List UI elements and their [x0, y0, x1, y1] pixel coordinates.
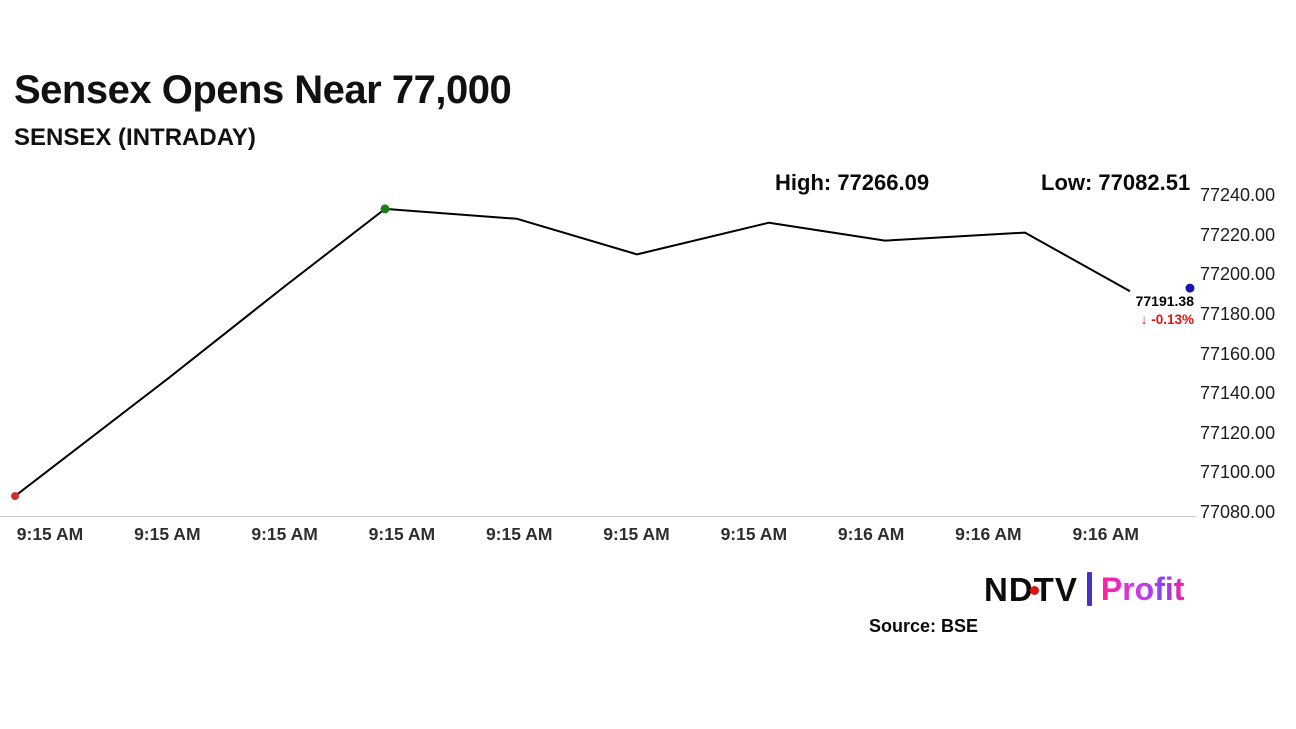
y-axis-tick-label: 77220.00: [1200, 224, 1276, 245]
x-axis-tick-label: 9:15 AM: [368, 524, 436, 544]
y-axis-tick-label: 77240.00: [1200, 185, 1276, 205]
y-axis-tick-label: 77180.00: [1200, 303, 1276, 324]
price-line: [14, 207, 1131, 497]
x-axis-tick-label: 9:15 AM: [720, 524, 788, 544]
change-percent: ↓ -0.13%: [1112, 312, 1194, 328]
y-axis: 77240.00 77220.00 77200.00 77180.00 77160.00…: [1200, 0, 1296, 729]
y-axis-tick-label: 77160.00: [1200, 343, 1276, 364]
x-axis: 9:15 AM 9:15 AM 9:15 AM 9:15 AM 9:15 AM 9:15 …: [0, 524, 1296, 548]
x-axis-tick-label: 9:16 AM: [955, 524, 1022, 544]
profit-wordmark: Profit: [1100, 571, 1185, 607]
down-arrow-icon: ↓: [1140, 312, 1148, 328]
change-percent-value: -0.13%: [1151, 312, 1194, 328]
open-marker: [11, 492, 19, 501]
x-axis-tick-label: 9:15 AM: [16, 524, 84, 544]
logo-separator-bar: [1086, 572, 1092, 606]
chart-subtitle: SENSEX (INTRADAY): [14, 124, 256, 151]
y-axis-tick-label: 77120.00: [1200, 422, 1276, 443]
y-axis-tick-label: 77080.00: [1200, 502, 1276, 522]
y-axis-tick-label: 77200.00: [1200, 264, 1276, 285]
peak-marker: [380, 204, 390, 214]
last-price-annotation: 77191.38 ↓ -0.13%: [1112, 293, 1194, 328]
x-axis-tick-label: 9:15 AM: [485, 524, 553, 544]
high-stat: High: 77266.09: [775, 170, 930, 195]
y-axis-tick-label: 77140.00: [1200, 383, 1276, 404]
y-axis-tick-label: 77100.00: [1200, 462, 1276, 483]
ndtv-profit-logo: NDTV Profit: [984, 572, 1184, 606]
source-attribution: Source: BSE: [869, 616, 979, 636]
x-axis-tick-label: 9:15 AM: [134, 524, 201, 544]
x-axis-tick-label: 9:15 AM: [603, 524, 670, 544]
x-axis-tick-label: 9:16 AM: [1072, 524, 1139, 544]
x-axis-line: [0, 516, 1196, 517]
ndtv-red-dot-icon: [1030, 585, 1039, 595]
x-axis-tick-label: 9:15 AM: [251, 524, 318, 544]
x-axis-tick-label: 9:16 AM: [837, 524, 905, 544]
last-marker: [1185, 283, 1195, 293]
low-stat: Low: 77082.51: [1041, 170, 1191, 195]
page-title: Sensex Opens Near 77,000: [14, 68, 512, 112]
last-price-value: 77191.38: [1135, 293, 1194, 309]
ndtv-wordmark: NDTV: [984, 573, 1078, 606]
